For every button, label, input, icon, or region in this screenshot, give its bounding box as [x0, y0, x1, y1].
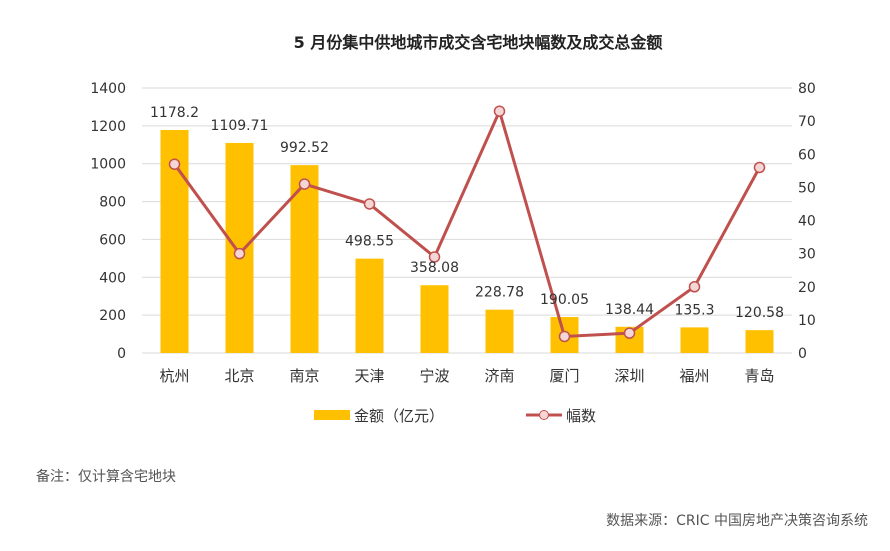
line-point — [233, 247, 246, 260]
bar — [355, 258, 384, 353]
data-label: 228.78 — [475, 285, 524, 301]
x-tick-label: 济南 — [484, 367, 514, 385]
bar — [485, 309, 514, 353]
x-tick-label: 南京 — [289, 367, 319, 385]
line-point — [363, 198, 376, 210]
y-tick-label: 400 — [99, 270, 126, 286]
y-tick-label: 1400 — [90, 81, 126, 97]
x-tick-label: 青岛 — [744, 367, 774, 385]
x-tick-label: 杭州 — [159, 367, 189, 385]
x-tick-label: 厦门 — [549, 367, 579, 385]
y2-tick-label: 80 — [798, 81, 816, 97]
y-tick-label: 1200 — [90, 119, 126, 135]
y2-tick-label: 30 — [798, 247, 816, 263]
legend-swatch-amount — [314, 410, 350, 420]
y2-tick-label: 70 — [798, 114, 816, 130]
bar — [680, 327, 709, 353]
x-tick-label: 深圳 — [614, 367, 644, 385]
y-tick-label: 200 — [99, 308, 126, 324]
y2-tick-label: 10 — [798, 313, 816, 329]
footnote: 备注：仅计算含宅地块 — [36, 469, 176, 485]
data-label: 135.3 — [674, 302, 714, 318]
line-point — [753, 161, 766, 174]
line-point — [298, 178, 311, 190]
data-label: 992.52 — [280, 140, 329, 156]
x-tick-label: 福州 — [679, 367, 709, 385]
x-tick-label: 天津 — [354, 367, 384, 385]
chart-title: 5 月份集中供地城市成交含宅地块幅数及成交总金额 — [294, 33, 663, 52]
data-label: 1109.71 — [211, 118, 269, 134]
bar — [290, 165, 319, 353]
y2-tick-label: 40 — [798, 214, 816, 230]
line-point — [688, 281, 701, 293]
line-point — [168, 158, 181, 170]
source-note: 数据来源：CRIC 中国房地产决策咨询系统 — [606, 513, 868, 529]
legend-label-count: 幅数 — [566, 407, 596, 425]
y2-tick-label: 60 — [798, 147, 816, 163]
y-tick-label: 0 — [117, 346, 126, 362]
line-point — [558, 330, 571, 343]
x-tick-label: 宁波 — [419, 367, 449, 385]
data-label: 1178.2 — [150, 105, 199, 121]
data-label: 190.05 — [540, 292, 589, 308]
y2-tick-label: 50 — [798, 180, 816, 196]
y-tick-label: 600 — [99, 232, 126, 248]
data-label: 358.08 — [410, 260, 459, 276]
legend-marker-count — [539, 410, 549, 420]
x-tick-label: 北京 — [224, 367, 254, 385]
data-label: 498.55 — [345, 234, 394, 250]
y-tick-label: 1000 — [90, 157, 126, 173]
bar — [420, 285, 449, 353]
series-line — [173, 106, 761, 338]
legend-label-amount: 金额（亿元） — [354, 407, 444, 425]
data-label: 120.58 — [735, 305, 784, 321]
y2-tick-label: 20 — [798, 280, 816, 296]
data-label: 138.44 — [605, 302, 654, 318]
y2-tick-label: 0 — [798, 346, 807, 362]
line-point — [623, 327, 636, 339]
line-point — [428, 251, 441, 263]
bar — [745, 330, 774, 353]
y-tick-label: 800 — [99, 195, 126, 211]
line-point — [493, 105, 506, 117]
